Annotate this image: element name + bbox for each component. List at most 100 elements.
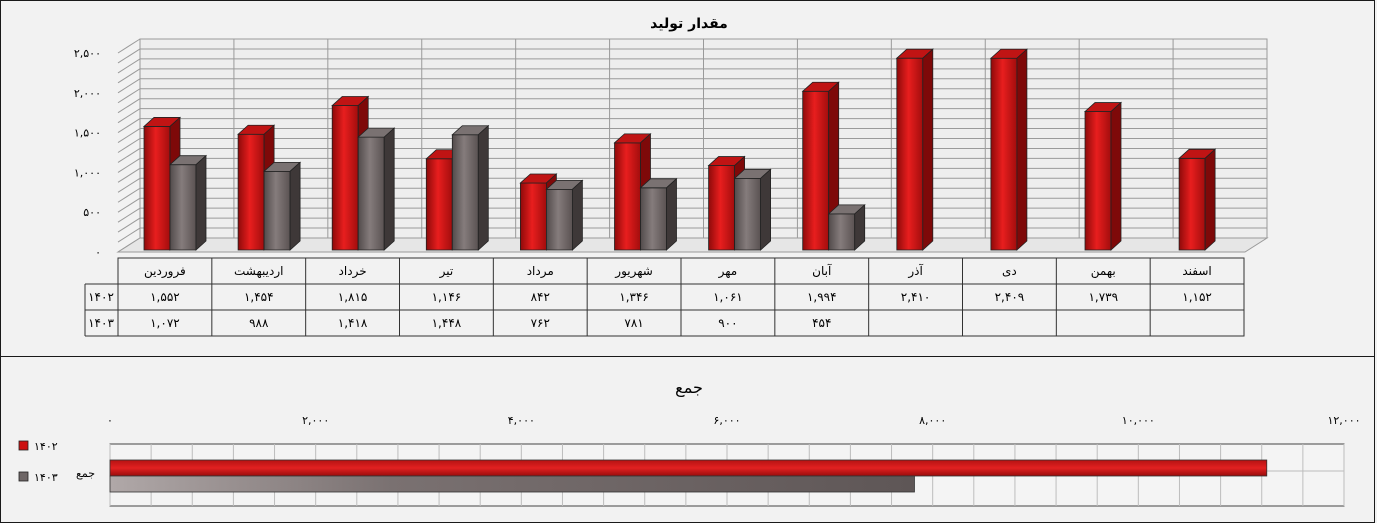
data-label: ۷۶۲ <box>531 316 550 330</box>
data-label: ۱,۱۴۶ <box>432 290 462 304</box>
x-tick-label: ۴,۰۰۰ <box>508 414 535 427</box>
side-grid-line <box>117 118 141 134</box>
side-grid-line <box>117 157 141 173</box>
side-grid-line <box>117 108 141 124</box>
bar-series2-7 <box>827 203 866 251</box>
bar-series2-6 <box>733 168 772 251</box>
y-tick-label: ۲,۵۰۰ <box>74 47 101 60</box>
bar-front <box>263 170 291 251</box>
month-label: بهمن <box>1091 264 1116 279</box>
side-grid-line <box>117 217 141 233</box>
data-label: ۱,۵۵۲ <box>150 290 180 304</box>
month-label: آذر <box>907 263 923 279</box>
data-label: ۹۸۸ <box>249 316 269 330</box>
production-bar-chart: مقدار تولید ۰ ۵۰۰ ۱,۰۰۰ ۱,۵۰۰ ۲,۰۰۰ ۲,۵۰۰ فرو… <box>74 16 1269 337</box>
side-grid-line <box>117 138 141 153</box>
x-tick-label: ۰ <box>107 414 113 427</box>
data-label: ۹۰۰ <box>718 316 737 330</box>
bar-front <box>451 134 479 251</box>
side-grid-line <box>117 207 141 223</box>
month-label: تیر <box>439 264 454 279</box>
bar-front <box>614 142 641 251</box>
data-label: ۲,۴۰۹ <box>995 290 1025 304</box>
month-label: خرداد <box>339 264 367 279</box>
month-label: مرداد <box>527 264 554 279</box>
bar-front <box>708 165 735 251</box>
bar-series1-8 <box>895 48 934 251</box>
bar-side <box>289 161 301 251</box>
bar-front <box>331 105 359 251</box>
x-tick-label: ۸,۰۰۰ <box>919 414 946 427</box>
x-tick-label: ۶,۰۰۰ <box>713 414 740 427</box>
bar-series1-11 <box>1178 148 1217 251</box>
bar-side <box>1016 48 1028 251</box>
legend-swatch <box>18 440 29 451</box>
x-tick-label: ۱۲,۰۰۰ <box>1327 414 1360 427</box>
bar-front <box>1084 111 1112 251</box>
chart-grid <box>116 38 1269 253</box>
total-chart-panel: جمع ۰ ۲,۰۰۰ ۴,۰۰۰ ۶,۰۰۰ ۸,۰۰۰ ۱۰,۰۰۰ ۱۲,۰۰۰ ۱۴… <box>0 356 1375 523</box>
total-bar-chart: جمع ۰ ۲,۰۰۰ ۴,۰۰۰ ۶,۰۰۰ ۸,۰۰۰ ۱۰,۰۰۰ ۱۲,۰۰۰ ۱۴… <box>18 378 1361 507</box>
side-grid-line <box>117 38 141 54</box>
bar-front <box>520 182 547 251</box>
bar-side <box>1110 101 1122 251</box>
bar-side <box>195 154 207 251</box>
bar-side <box>666 177 677 251</box>
side-grid-line <box>117 88 141 104</box>
y-tick-label: ۱,۵۰۰ <box>74 127 101 140</box>
x-axis-ticks: ۰ ۲,۰۰۰ ۴,۰۰۰ ۶,۰۰۰ ۸,۰۰۰ ۱۰,۰۰۰ ۱۲,۰۰۰ <box>107 414 1360 427</box>
side-grid-line <box>117 148 141 163</box>
y-tick-label: ۰ <box>95 246 101 259</box>
month-label: اسفند <box>1182 264 1211 278</box>
bar-side <box>854 203 866 251</box>
data-label: ۱,۸۱۵ <box>338 290 368 304</box>
bar-front <box>828 213 856 251</box>
chart-bars <box>142 48 1217 251</box>
y-tick-label: ۵۰۰ <box>83 206 101 219</box>
production-chart-panel: مقدار تولید ۰ ۵۰۰ ۱,۰۰۰ ۱,۵۰۰ ۲,۰۰۰ ۲,۵۰۰ فرو… <box>0 0 1375 357</box>
bar-side <box>572 179 583 251</box>
bar-side <box>760 168 771 251</box>
bar-series2-3 <box>451 124 490 251</box>
bar-front <box>143 126 171 251</box>
bar-front <box>169 164 197 251</box>
side-grid-line <box>117 128 141 143</box>
side-grid-line <box>117 78 141 94</box>
side-grid-line <box>117 177 141 193</box>
y-axis-ticks: ۰ ۵۰۰ ۱,۰۰۰ ۱,۵۰۰ ۲,۰۰۰ ۲,۵۰۰ <box>74 47 101 259</box>
month-label: آبان <box>812 263 832 278</box>
bar-series1-7 <box>801 81 840 251</box>
total-bars <box>109 459 1268 493</box>
bar-series1-10 <box>1083 101 1123 251</box>
total-bar-series2 <box>109 475 915 493</box>
bar-side <box>477 124 489 251</box>
bar-side <box>922 48 934 251</box>
total-chart-title: جمع <box>675 378 703 398</box>
total-bar-series1 <box>109 459 1268 477</box>
chart-title: مقدار تولید <box>650 16 728 32</box>
bar-front <box>896 57 924 251</box>
legend: ۱۴۰۲ ۱۴۰۳ <box>18 440 58 484</box>
side-grid-line <box>117 68 141 84</box>
legend-label: ۱۴۰۳ <box>34 471 58 484</box>
bar-series2-5 <box>639 177 678 251</box>
month-label: مهر <box>718 264 738 279</box>
data-label: ۱,۰۷۲ <box>150 316 180 330</box>
data-label: ۱,۴۴۸ <box>432 316 462 330</box>
bar-side <box>383 127 395 251</box>
bar-front <box>546 188 573 251</box>
bar-front <box>802 90 830 251</box>
bar-front <box>640 187 667 251</box>
bar-series2-2 <box>357 127 396 251</box>
side-grid-line <box>117 167 141 183</box>
data-table: فروردین اردیبهشت خرداد تیر مرداد شهریور مهر آبا… <box>84 257 1245 337</box>
series-row-label: ۱۴۰۲ <box>88 290 114 304</box>
side-grid-line <box>117 58 141 74</box>
bar-series1-1 <box>237 124 276 251</box>
data-label: ۱,۰۶۱ <box>713 290 743 304</box>
bar-front <box>237 133 265 251</box>
data-label: ۱,۴۵۴ <box>244 290 274 304</box>
data-label: ۱,۳۴۶ <box>619 290 649 304</box>
data-label: ۲,۴۱۰ <box>901 290 931 304</box>
